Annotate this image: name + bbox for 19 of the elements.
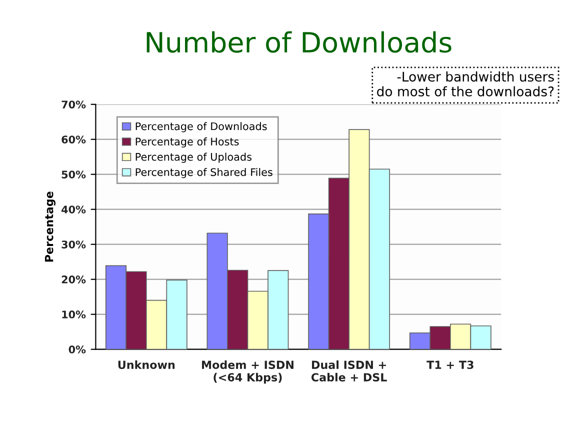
y-tick-label: 50% xyxy=(62,170,86,178)
y-tick-label: 60% xyxy=(62,136,86,144)
x-tick-label: Unknown xyxy=(118,360,175,370)
y-tick-label: 0% xyxy=(68,346,86,354)
y-tick-label: 30% xyxy=(62,240,86,248)
x-tick-label: Modem + ISDN (<64 Kbps) xyxy=(202,360,294,384)
y-tick-label: 20% xyxy=(62,276,86,284)
y-axis-title: Percentage xyxy=(45,192,56,262)
legend-label: Percentage of Uploads xyxy=(136,152,252,163)
y-tick-label: 70% xyxy=(62,100,86,108)
x-tick-label: T1 + T3 xyxy=(426,360,474,370)
chart-title: Number of Downloads xyxy=(146,31,452,53)
y-tick-label: 10% xyxy=(62,310,86,318)
text: -Lower bandwidth users do most of the downloads? xyxy=(377,71,554,96)
legend-label: Percentage of Hosts xyxy=(136,137,239,148)
legend-label: Percentage of Downloads xyxy=(136,122,267,132)
x-tick-label: Dual ISDN + Cable + DSL xyxy=(311,360,387,382)
legend-label: Percentage of Shared Files xyxy=(136,168,272,178)
y-tick-label: 40% xyxy=(62,206,86,214)
